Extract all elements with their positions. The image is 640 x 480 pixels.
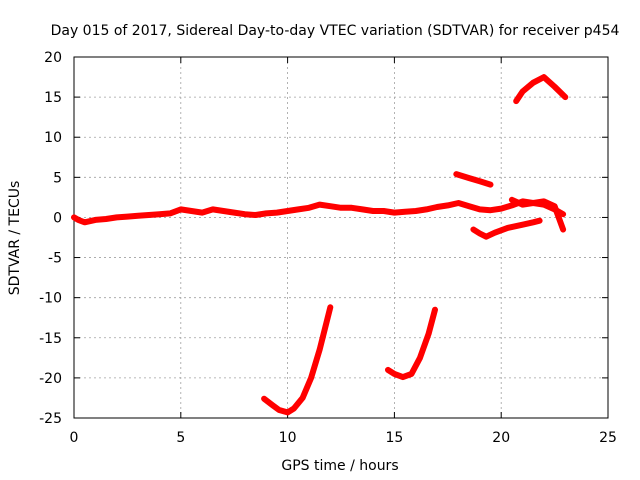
x-axis-label: GPS time / hours xyxy=(281,458,398,474)
x-tick-label: 10 xyxy=(279,430,297,446)
series-layer xyxy=(71,74,569,416)
y-tick-label: 15 xyxy=(44,90,62,106)
x-tick-label: 25 xyxy=(599,430,617,446)
plot-border xyxy=(73,56,609,419)
grid xyxy=(74,57,608,418)
x-tick-label: 20 xyxy=(492,430,510,446)
x-tick-label: 0 xyxy=(70,430,79,446)
series-line-upper-segment-5 xyxy=(453,171,494,188)
series-line-lower-dip xyxy=(470,217,543,240)
y-tick-label: 20 xyxy=(44,50,62,66)
y-tick-label: -20 xyxy=(39,371,62,387)
y-tick-label: -15 xyxy=(39,331,62,347)
axis-ticks: 0 5 10 15 20 25 -25 -20 -15 -10 -5 0 5 10 15 20 xyxy=(39,50,617,446)
x-tick-label: 5 xyxy=(176,430,185,446)
y-tick-label: 0 xyxy=(53,210,62,226)
series-line-secondary-band xyxy=(508,196,567,233)
y-tick-label: -25 xyxy=(39,411,62,427)
y-tick-label: -10 xyxy=(39,291,62,307)
y-axis-label: SDTVAR / TECUs xyxy=(7,181,23,296)
series-line-arc-top xyxy=(513,74,569,105)
chart-title: Day 015 of 2017, Sidereal Day-to-day VTE… xyxy=(51,23,620,39)
series-line-arc-bottom-1 xyxy=(261,304,334,416)
series-line-arc-bottom-2 xyxy=(385,306,438,381)
y-tick-label: 5 xyxy=(53,170,62,186)
y-tick-label: 10 xyxy=(44,130,62,146)
series-line-main-band xyxy=(71,198,567,226)
x-tick-label: 15 xyxy=(385,430,403,446)
y-tick-label: -5 xyxy=(48,251,62,267)
